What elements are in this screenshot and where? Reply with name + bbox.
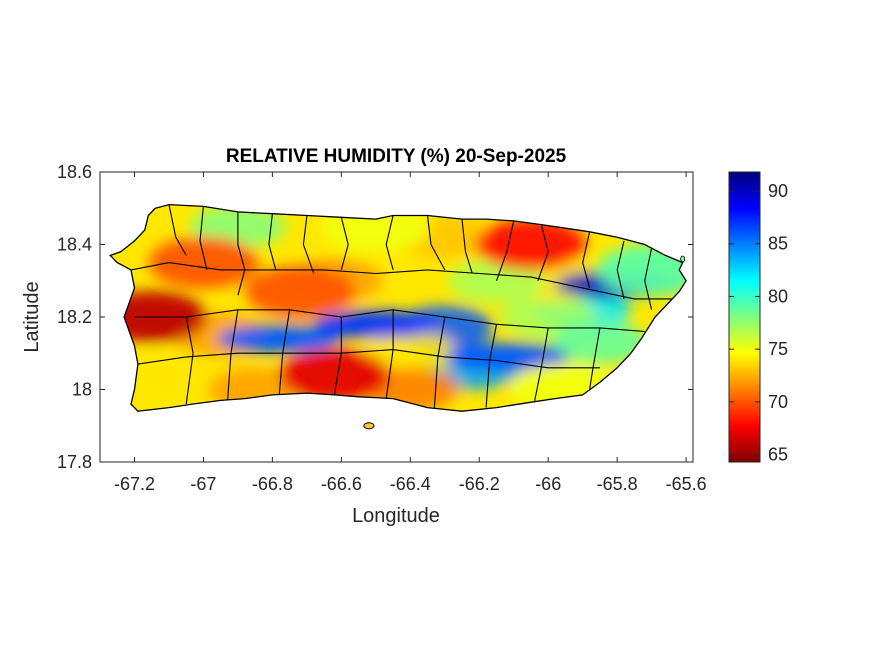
colorbar	[728, 171, 761, 463]
y-tick-label: 18	[72, 380, 92, 400]
colorbar-tick-label: 85	[768, 234, 788, 254]
municipality-boundaries	[130, 204, 673, 408]
x-tick-label: -66.4	[390, 474, 431, 494]
x-axis: -67.2 -67 -66.8 -66.6 -66.4 -66.2 -66 -65.8 -65.…	[114, 172, 707, 494]
colorbar-tick-label: 90	[768, 181, 788, 201]
y-tick-label: 18.2	[57, 307, 92, 327]
humidity-feature-0	[217, 324, 342, 353]
y-tick-label: 17.8	[57, 452, 92, 472]
colorbar-tick-label: 80	[768, 286, 788, 306]
colorbar-tick-label: 75	[768, 339, 788, 359]
island-outline	[109, 203, 687, 412]
y-axis: 17.8 18 18.2 18.4 18.6	[57, 162, 693, 472]
colorbar-tick-label: 65	[768, 445, 788, 465]
x-tick-label: -65.6	[666, 474, 707, 494]
x-tick-label: -66	[535, 474, 561, 494]
x-tick-label: -66.2	[459, 474, 500, 494]
colorbar-ticks: 65 70 75 80 85 90	[729, 181, 788, 465]
chart-title: RELATIVE HUMIDITY (%) 20-Sep-2025	[226, 146, 567, 167]
x-tick-label: -67.2	[114, 474, 155, 494]
x-tick-label: -67	[190, 474, 216, 494]
humidity-feature-9	[244, 265, 355, 318]
x-tick-label: -65.8	[597, 474, 638, 494]
humidity-feature-4	[279, 349, 390, 401]
x-tick-label: -66.6	[321, 474, 362, 494]
colorbar-tick-label: 70	[768, 392, 788, 412]
y-axis-label: Latitude	[21, 281, 43, 352]
x-tick-label: -66.8	[252, 474, 293, 494]
humidity-feature-2	[444, 342, 569, 371]
y-tick-label: 18.6	[57, 162, 92, 182]
humidity-feature-8	[148, 236, 259, 289]
offshore-islets	[363, 255, 686, 430]
x-axis-label: Longitude	[352, 505, 440, 527]
y-tick-label: 18.4	[57, 235, 92, 255]
humidity-feature-1	[313, 310, 438, 339]
humidity-feature-6	[475, 218, 586, 271]
